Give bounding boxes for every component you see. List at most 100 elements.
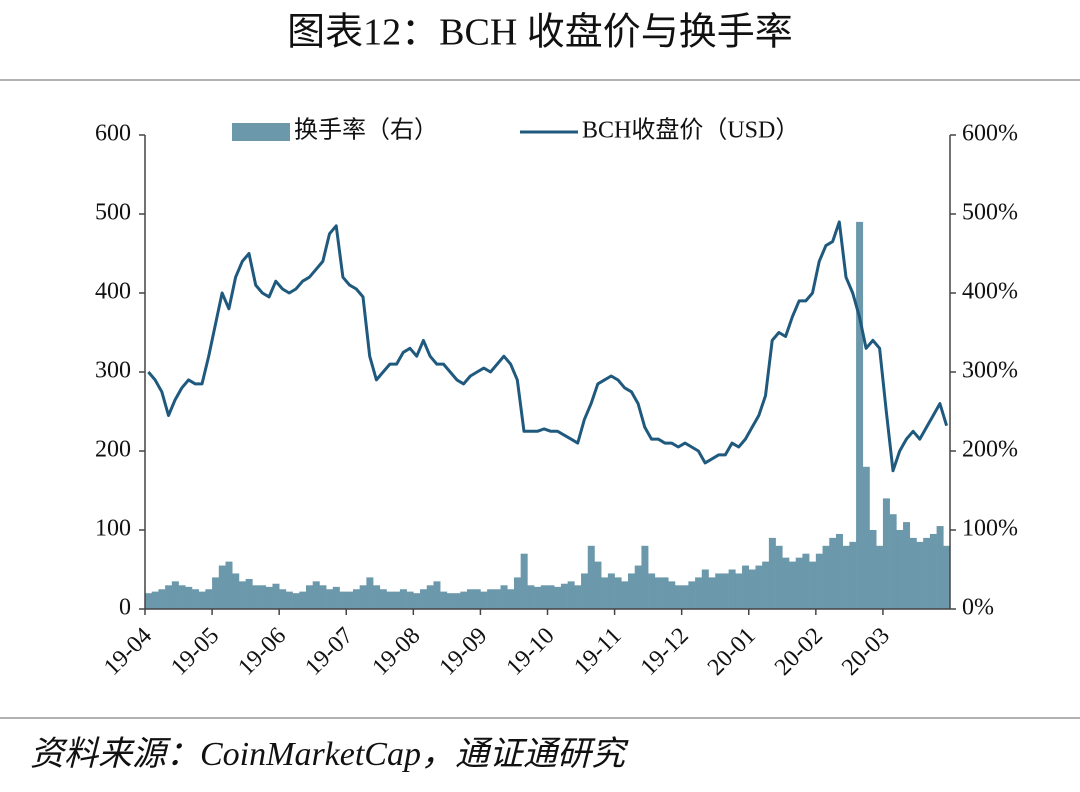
bar: [862, 466, 870, 609]
x-tick-label: 19-09: [435, 623, 493, 681]
bar: [145, 593, 153, 609]
bar: [171, 581, 179, 609]
bar: [513, 577, 521, 609]
bar: [648, 573, 656, 609]
bar: [473, 589, 481, 609]
bar: [621, 581, 629, 609]
bar: [306, 585, 314, 609]
x-tick-label: 19-04: [99, 623, 157, 681]
bar: [279, 589, 287, 609]
y2-tick-label: 200%: [962, 437, 1018, 463]
bar: [433, 581, 441, 609]
bar: [802, 553, 810, 609]
bar: [359, 585, 367, 609]
bar: [829, 537, 837, 609]
bar: [507, 589, 515, 609]
bar: [587, 545, 595, 609]
bar: [715, 573, 723, 609]
bar: [735, 573, 743, 609]
bar: [319, 585, 327, 609]
bar: [708, 577, 716, 609]
bar: [674, 585, 682, 609]
bar: [259, 585, 267, 609]
bar: [789, 561, 797, 609]
chart-title: 图表12：BCH 收盘价与换手率: [287, 12, 793, 54]
x-tick-label: 19-12: [636, 623, 694, 681]
bar: [869, 530, 877, 609]
bar: [212, 577, 220, 609]
bar: [493, 589, 501, 609]
bar: [399, 589, 407, 609]
bar: [641, 545, 649, 609]
bar: [654, 577, 662, 609]
y-tick-label: 200: [95, 437, 131, 463]
price-line: [147, 220, 949, 473]
bar: [835, 533, 843, 609]
x-tick-label: 20-01: [703, 623, 761, 681]
bar: [480, 591, 488, 609]
bar: [346, 591, 354, 609]
bar: [923, 537, 931, 609]
x-tick-label: 19-10: [502, 623, 560, 681]
bar: [467, 589, 475, 609]
bar: [782, 557, 790, 609]
y-tick-label: 600: [95, 121, 131, 147]
bar: [896, 530, 904, 609]
bar: [748, 569, 756, 609]
y-tick-label: 400: [95, 279, 131, 305]
bar: [560, 583, 568, 609]
bar: [554, 586, 562, 609]
bar: [889, 514, 897, 609]
bar: [299, 591, 307, 609]
y2-tick-label: 0%: [962, 595, 994, 621]
bar: [856, 221, 864, 609]
y-tick-label: 0: [119, 595, 131, 621]
bar: [352, 589, 360, 609]
bar: [594, 561, 602, 609]
bar: [366, 577, 374, 609]
bar: [252, 585, 260, 609]
y-tick-label: 300: [95, 358, 131, 384]
bar: [520, 553, 528, 609]
bar: [232, 573, 240, 609]
bar: [426, 585, 434, 609]
bar: [225, 561, 233, 609]
x-tick-label: 19-11: [569, 623, 626, 680]
bar: [265, 586, 273, 609]
bar: [379, 589, 387, 609]
bar: [205, 589, 213, 609]
bar: [842, 545, 850, 609]
bar: [406, 591, 414, 609]
bar: [695, 577, 703, 609]
y2-tick-label: 100%: [962, 516, 1018, 542]
bar: [312, 581, 320, 609]
bar: [534, 586, 542, 609]
bar: [822, 545, 830, 609]
bar: [634, 565, 642, 609]
bar: [809, 561, 817, 609]
bar: [728, 569, 736, 609]
bar: [574, 585, 582, 609]
legend-label: 换手率（右）: [294, 117, 438, 144]
bar: [393, 591, 401, 609]
bar: [929, 533, 937, 609]
bar: [755, 565, 763, 609]
bar: [943, 545, 951, 609]
bar: [849, 541, 857, 609]
bar: [688, 581, 696, 609]
bar: [453, 593, 461, 609]
bar: [661, 577, 669, 609]
bar: [876, 545, 884, 609]
x-tick-label: 19-06: [233, 623, 291, 681]
x-tick-label: 20-03: [837, 623, 895, 681]
bar: [440, 591, 448, 609]
bar: [742, 565, 750, 609]
bar: [158, 589, 166, 609]
bar: [775, 545, 783, 609]
bar: [373, 585, 381, 609]
bar: [446, 593, 454, 609]
bar: [165, 585, 173, 609]
bar: [198, 591, 206, 609]
bar: [245, 578, 253, 609]
